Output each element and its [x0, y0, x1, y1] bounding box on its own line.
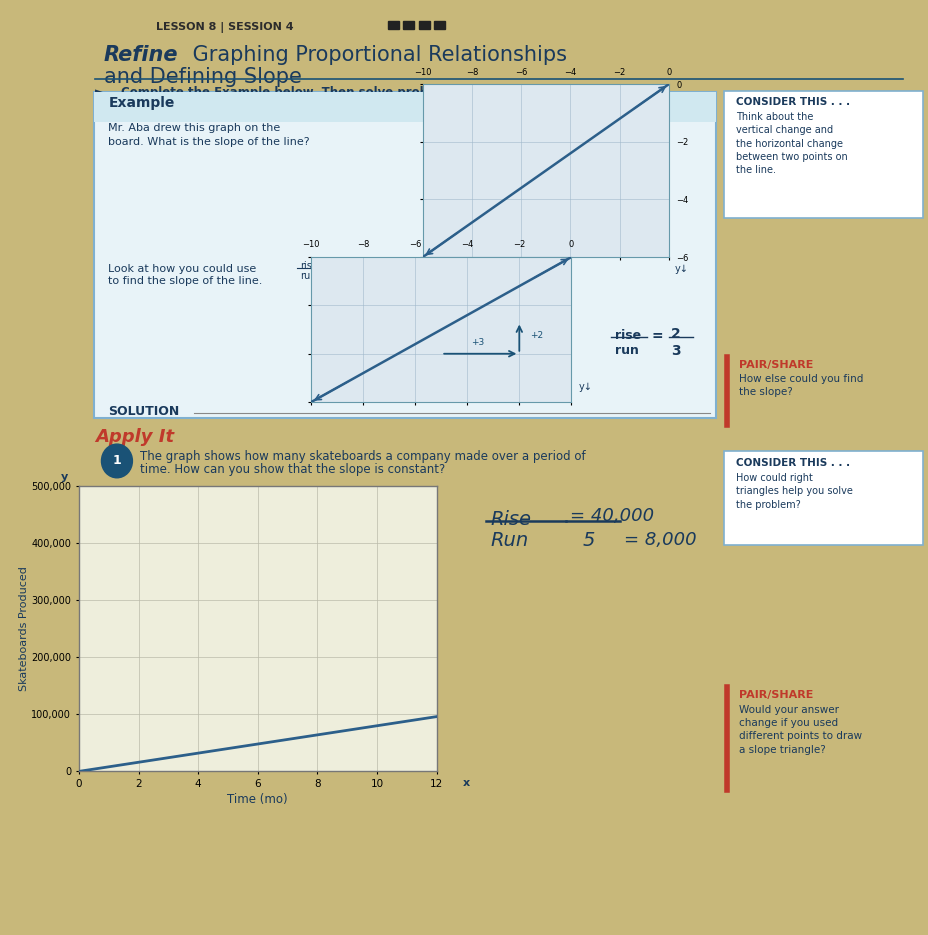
Text: rise: rise — [614, 329, 640, 342]
Text: How else could you find
the slope?: How else could you find the slope? — [739, 374, 862, 397]
Text: PAIR/SHARE: PAIR/SHARE — [739, 360, 813, 370]
Bar — [387, 21, 398, 29]
Text: CONSIDER THIS . . .: CONSIDER THIS . . . — [735, 458, 849, 468]
Text: PAIR/SHARE: PAIR/SHARE — [739, 690, 813, 700]
Text: 1: 1 — [112, 454, 122, 468]
Text: Would your answer
change if you used
different points to draw
a slope triangle?: Would your answer change if you used dif… — [739, 705, 861, 755]
Text: Refine: Refine — [104, 45, 178, 65]
Text: y↓: y↓ — [578, 382, 592, 392]
Text: rise: rise — [300, 261, 317, 271]
Text: = 8,000: = 8,000 — [624, 531, 696, 549]
Text: run: run — [300, 271, 316, 281]
Bar — [403, 21, 414, 29]
Text: Mr. Aba drew this graph on the: Mr. Aba drew this graph on the — [109, 123, 280, 134]
Text: run: run — [614, 344, 638, 357]
Text: Apply It: Apply It — [96, 428, 174, 446]
X-axis label: Time (mo): Time (mo) — [227, 793, 288, 806]
Text: Run: Run — [490, 531, 528, 550]
Text: =: = — [651, 329, 663, 343]
Text: Look at how you could use: Look at how you could use — [109, 264, 260, 274]
FancyBboxPatch shape — [94, 92, 715, 122]
Text: +3: +3 — [470, 338, 483, 347]
Text: time. How can you show that the slope is constant?: time. How can you show that the slope is… — [140, 463, 445, 476]
Text: Example: Example — [109, 96, 174, 110]
Text: 5: 5 — [582, 531, 595, 550]
Text: board. What is the slope of the line?: board. What is the slope of the line? — [109, 137, 310, 147]
Text: Complete the Example below. Then solve problems 1–8.: Complete the Example below. Then solve p… — [121, 86, 490, 99]
Text: y↓: y↓ — [674, 264, 688, 274]
Text: LESSON 8 | SESSION 4: LESSON 8 | SESSION 4 — [156, 22, 293, 33]
Text: Rise: Rise — [490, 510, 531, 528]
Text: and Defining Slope: and Defining Slope — [104, 67, 302, 87]
Text: The graph shows how many skateboards a company made over a period of: The graph shows how many skateboards a c… — [140, 450, 586, 463]
Text: Graphing Proportional Relationships: Graphing Proportional Relationships — [186, 45, 566, 65]
Circle shape — [101, 444, 133, 478]
Text: 3: 3 — [670, 344, 680, 358]
Text: y: y — [60, 472, 68, 482]
Bar — [419, 21, 430, 29]
FancyBboxPatch shape — [724, 91, 922, 218]
Text: +2: +2 — [529, 331, 542, 340]
FancyBboxPatch shape — [94, 92, 715, 418]
Bar — [433, 21, 445, 29]
Text: to find the slope of the line.: to find the slope of the line. — [109, 276, 263, 286]
Y-axis label: Skateboards Produced: Skateboards Produced — [19, 567, 29, 691]
Text: CONSIDER THIS . . .: CONSIDER THIS . . . — [735, 97, 849, 108]
Text: = 40,000: = 40,000 — [569, 507, 653, 525]
Text: 2: 2 — [670, 327, 680, 341]
Text: Think about the
vertical change and
the horizontal change
between two points on
: Think about the vertical change and the … — [735, 112, 846, 175]
FancyBboxPatch shape — [724, 451, 922, 545]
Text: SOLUTION: SOLUTION — [109, 405, 179, 418]
Text: x: x — [462, 778, 470, 787]
Text: ►: ► — [96, 86, 110, 99]
Text: How could right
triangles help you solve
the problem?: How could right triangles help you solve… — [735, 473, 852, 510]
